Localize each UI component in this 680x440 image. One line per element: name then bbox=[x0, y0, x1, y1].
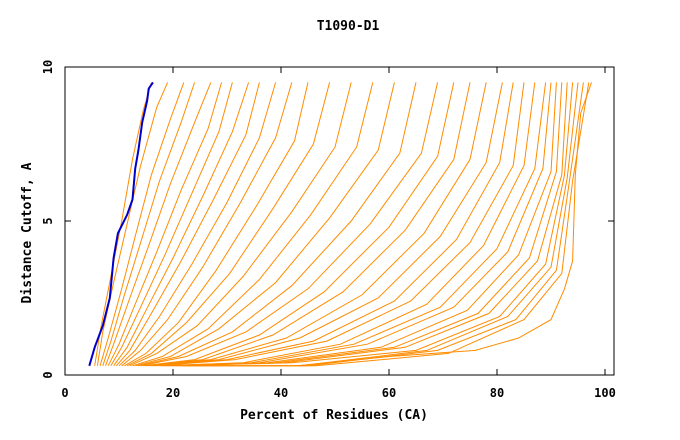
series-line-17 bbox=[137, 82, 417, 367]
series-line-18 bbox=[140, 82, 439, 367]
series-line-23 bbox=[154, 82, 514, 367]
series-line-4 bbox=[102, 82, 196, 366]
series-line-20 bbox=[145, 82, 471, 367]
series-line-25 bbox=[159, 82, 536, 367]
series-line-35 bbox=[297, 82, 592, 367]
series-line-8 bbox=[113, 82, 250, 367]
series-line-34 bbox=[183, 82, 590, 367]
series-line-33 bbox=[181, 82, 584, 367]
x-tick-label-20: 20 bbox=[166, 386, 180, 400]
series-line-22 bbox=[151, 82, 503, 367]
series-line-27 bbox=[164, 82, 552, 367]
series-line-7 bbox=[110, 82, 233, 367]
series-line-9 bbox=[115, 82, 260, 367]
highlight-series-line bbox=[88, 81, 154, 367]
series-line-2 bbox=[96, 82, 169, 366]
series-line-11 bbox=[121, 82, 293, 367]
series-line-26 bbox=[162, 82, 547, 367]
y-tick-label-0: 0 bbox=[41, 371, 55, 378]
series-line-10 bbox=[118, 82, 277, 367]
series-line-5 bbox=[105, 82, 212, 366]
series-line-19 bbox=[143, 82, 455, 367]
series-line-12 bbox=[124, 82, 309, 367]
series-line-16 bbox=[135, 82, 395, 367]
x-tick-label-60: 60 bbox=[382, 386, 396, 400]
x-tick-label-80: 80 bbox=[490, 386, 504, 400]
series-line-14 bbox=[129, 82, 352, 367]
x-tick-label-0: 0 bbox=[61, 386, 68, 400]
series-line-15 bbox=[132, 82, 374, 367]
series-line-21 bbox=[148, 82, 487, 367]
highlight-layer bbox=[88, 81, 154, 367]
series-line-24 bbox=[156, 82, 525, 367]
x-ticks: 0 20 40 60 80 100 bbox=[61, 67, 616, 400]
series-line-31 bbox=[175, 82, 574, 367]
x-axis-label: Percent of Residues (CA) bbox=[240, 408, 428, 423]
y-axis-label: Distance Cutoff, A bbox=[20, 162, 35, 303]
series-line-29 bbox=[170, 82, 563, 367]
y-ticks: 0 5 10 bbox=[41, 60, 614, 379]
series-line-13 bbox=[126, 82, 331, 367]
x-tick-label-100: 100 bbox=[594, 386, 616, 400]
x-tick-label-40: 40 bbox=[274, 386, 288, 400]
y-tick-label-10: 10 bbox=[41, 60, 55, 74]
chart-title: T1090-D1 bbox=[317, 19, 380, 34]
y-tick-label-5: 5 bbox=[41, 217, 55, 224]
series-line-3 bbox=[99, 82, 185, 366]
series-layer bbox=[94, 82, 592, 367]
series-line-6 bbox=[107, 82, 223, 367]
